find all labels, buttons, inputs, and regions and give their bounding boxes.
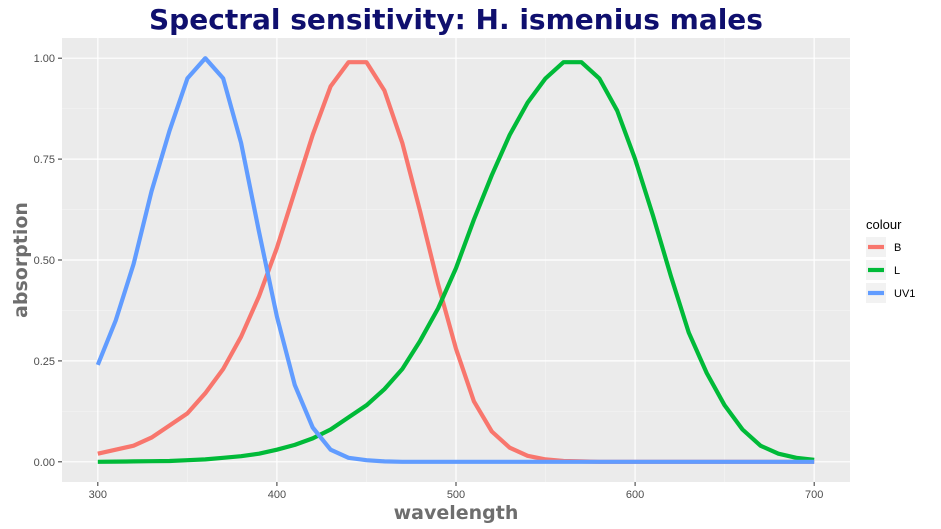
legend-label-l: L <box>894 265 900 277</box>
legend-label-b: B <box>894 242 901 254</box>
y-tick-label: 0.00 <box>34 457 55 469</box>
y-tick-label: 0.50 <box>34 255 55 267</box>
series-line-l <box>97 60 815 464</box>
x-axis: 300 400 500 600 700 <box>89 482 823 501</box>
chart-title: Spectral sensitivity: H. ismenius males <box>149 3 763 36</box>
x-tick-label: 700 <box>805 489 823 501</box>
y-tick-label: 0.75 <box>34 154 55 166</box>
y-tick-label: 0.25 <box>34 356 55 368</box>
y-tick-label: 1.00 <box>34 53 55 65</box>
x-tick-label: 500 <box>447 489 465 501</box>
x-tick-label: 600 <box>626 489 644 501</box>
x-tick-label: 300 <box>89 489 107 501</box>
x-axis-title: wavelength <box>394 502 519 524</box>
y-axis-title: absorption <box>10 202 32 318</box>
legend-title: colour <box>866 217 902 232</box>
series-lines <box>95 56 815 464</box>
x-tick-label: 400 <box>268 489 286 501</box>
series-line-uv1 <box>95 56 815 464</box>
legend: colour BL UV1 <box>866 217 915 303</box>
legend-label-uv1: UV1 <box>894 288 915 300</box>
y-axis: 0.00 0.25 0.50 0.75 1.00 <box>34 53 62 469</box>
